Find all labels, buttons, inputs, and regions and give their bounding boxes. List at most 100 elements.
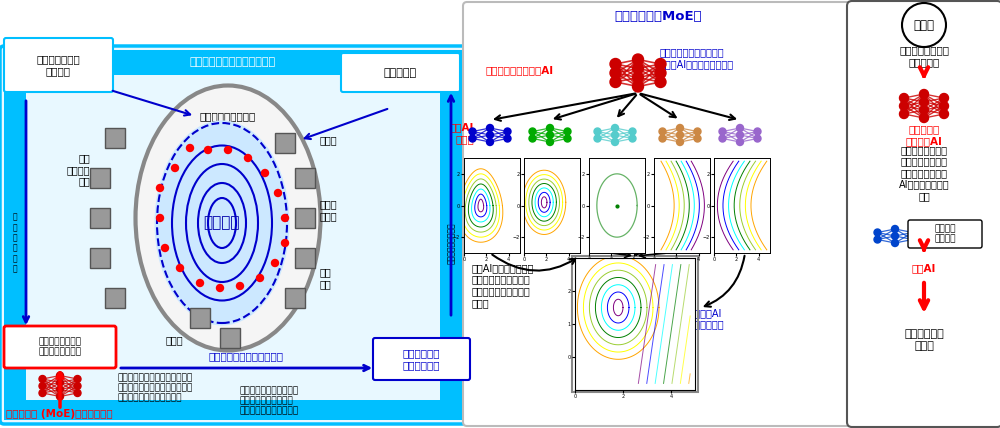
Circle shape [920,98,928,107]
Text: プラズマ閉じ込め磁場情報: プラズマ閉じ込め磁場情報 [208,351,284,361]
Circle shape [529,128,536,135]
Circle shape [633,54,644,65]
Circle shape [940,101,948,110]
Circle shape [736,139,744,146]
FancyBboxPatch shape [463,2,853,426]
Bar [220,328,240,348]
Circle shape [610,77,621,87]
Circle shape [546,131,554,139]
Ellipse shape [136,86,320,351]
Circle shape [282,214,288,222]
Circle shape [629,135,636,142]
Text: プラズマ全体の閉じ込め磁場を
導出するには計算コストのかか
る複雑な解析が必要だった: プラズマ全体の閉じ込め磁場を 導出するには計算コストのかか る複雑な解析が必要だ… [118,373,193,403]
Text: 状態AI
モデル: 状態AI モデル [450,122,474,144]
Bar [572,256,698,392]
Circle shape [612,131,618,139]
Circle shape [469,135,476,142]
Text: コイル電源: コイル電源 [383,68,417,78]
Text: プラズマ: プラズマ [204,216,240,231]
Text: 計
電
流
制
御
値: 計 電 流 制 御 値 [13,212,17,273]
Text: プラズマ閉じ込め
磁場再構築計算機: プラズマ閉じ込め 磁場再構築計算機 [38,337,82,357]
Bar [90,248,110,268]
Bar [90,168,110,188]
Circle shape [282,240,288,247]
Circle shape [676,131,684,139]
Circle shape [486,125,494,131]
Circle shape [736,125,744,131]
Bar [190,308,210,328]
Text: 状態把握・
指令制御AI: 状態把握・ 指令制御AI [906,124,942,146]
Circle shape [529,135,536,142]
Circle shape [74,383,81,389]
Circle shape [564,135,571,142]
Circle shape [659,135,666,142]
Text: 目標値と再構築磁気面の
ズレを修正するための
コイル電流変動分を計算: 目標値と再構築磁気面の ズレを修正するための コイル電流変動分を計算 [240,386,299,416]
Text: プラズマの状態に応じて
最適なAIモデルを重み付け: プラズマの状態に応じて 最適なAIモデルを重み付け [660,47,734,69]
Circle shape [909,236,916,243]
Circle shape [754,128,761,135]
Circle shape [633,63,644,74]
Circle shape [676,125,684,131]
FancyBboxPatch shape [847,1,1000,427]
Circle shape [256,274,264,282]
Circle shape [274,190,282,196]
Circle shape [874,229,881,236]
FancyBboxPatch shape [341,53,460,92]
Bar [295,248,315,268]
Circle shape [655,59,666,69]
FancyBboxPatch shape [373,338,470,380]
Text: 真空
容器: 真空 容器 [320,267,332,289]
Circle shape [172,164,178,172]
Circle shape [940,93,948,102]
Circle shape [74,375,81,383]
Circle shape [186,145,194,152]
Circle shape [610,59,621,69]
Circle shape [920,113,928,122]
Circle shape [156,184,164,191]
Bar [105,288,125,308]
Circle shape [659,128,666,135]
Text: 磁気
センサー
信号: 磁気 センサー 信号 [66,153,90,187]
Text: 高速データ共有ネットワーク: 高速データ共有ネットワーク [190,57,276,68]
Circle shape [224,146,232,154]
Text: 重み付けされた状態AI
モデルによる予測結果を
統合: 重み付けされた状態AI モデルによる予測結果を 統合 [660,308,725,341]
Circle shape [564,128,571,135]
Circle shape [486,139,494,146]
Circle shape [655,68,666,78]
Circle shape [162,244,168,252]
FancyBboxPatch shape [4,38,113,92]
Circle shape [694,128,701,135]
Circle shape [205,146,212,154]
Bar [440,75,462,420]
Bar [295,208,315,228]
Bar [90,208,110,228]
Circle shape [676,139,684,146]
Text: 再構築
磁気面: 再構築 磁気面 [320,199,338,221]
Circle shape [633,81,644,92]
Circle shape [469,128,476,135]
Bar [285,288,305,308]
Circle shape [892,232,898,240]
Circle shape [486,131,494,139]
Circle shape [39,389,46,396]
Text: 混合専門家 (MoE)モデルを適用: 混合専門家 (MoE)モデルを適用 [6,409,113,419]
Circle shape [237,282,244,289]
Circle shape [56,372,64,379]
Circle shape [612,139,618,146]
Ellipse shape [154,121,290,326]
Circle shape [196,279,204,286]
Circle shape [909,229,916,236]
Circle shape [610,68,621,78]
Text: 計測データ収集
システム: 計測データ収集 システム [36,54,80,76]
Circle shape [594,128,601,135]
Text: プラズマ電流値が
小さい状態: プラズマ電流値が 小さい状態 [899,45,949,67]
Text: 目標値: 目標値 [320,135,338,145]
Text: プラズマ電流が小
さい状態での予測
を専門とする状態
AIモデルの重みを
増強: プラズマ電流が小 さい状態での予測 を専門とする状態 AIモデルの重みを 増強 [899,145,949,201]
Circle shape [655,77,666,87]
Circle shape [272,259,278,267]
Text: コイル電圧・指令値: コイル電圧・指令値 [446,222,456,264]
Circle shape [719,128,726,135]
Circle shape [902,3,946,47]
Circle shape [156,214,164,222]
Circle shape [74,389,81,396]
